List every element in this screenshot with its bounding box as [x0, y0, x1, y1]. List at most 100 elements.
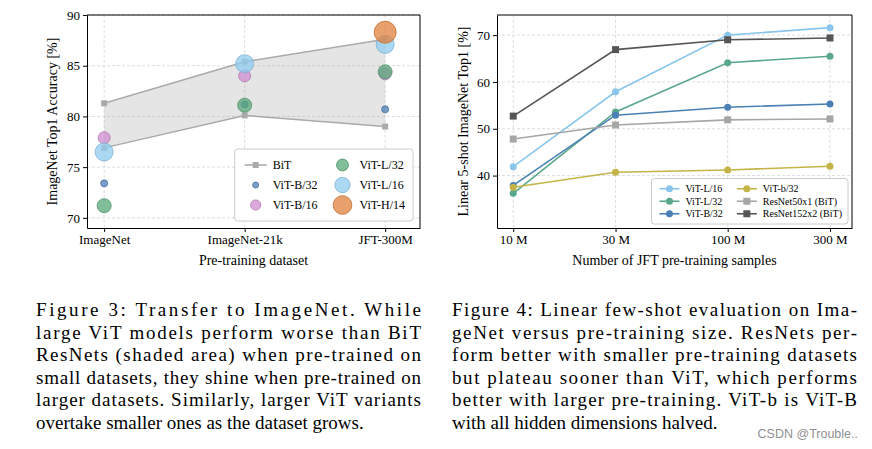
tick-mark: [493, 35, 497, 36]
tick-mark: [83, 167, 87, 168]
line: [513, 119, 830, 139]
grid-line: [497, 81, 852, 82]
point: [236, 55, 254, 73]
legend-entry: ViT-H/14: [333, 196, 405, 215]
legend-label: ViT-L/16: [685, 183, 722, 194]
caption-line: with all hidden dimensions halved.: [452, 412, 717, 433]
line-marker: [612, 88, 619, 95]
legend-box: [235, 149, 413, 221]
legend-entry: ViT-b/32: [737, 183, 799, 194]
tick: 300 M: [813, 228, 848, 247]
legend-entry: BiT: [245, 158, 292, 172]
tick: 90: [67, 8, 87, 23]
axis-line: [88, 228, 421, 229]
tick-mark: [83, 218, 87, 219]
tick-label: 30 M: [602, 232, 630, 247]
legend-box: [651, 179, 848, 225]
marks: [510, 24, 834, 197]
axis-line: [87, 16, 88, 229]
range-line: [104, 115, 385, 147]
range-marker: [382, 124, 388, 130]
tick-mark: [493, 129, 497, 130]
x-axis: ImageNet ImageNet-21k JFT-300M: [79, 228, 420, 247]
watermark: CSDN @Trouble..: [758, 427, 858, 441]
point: [238, 98, 252, 112]
legend-label: ViT-b/32: [763, 183, 799, 194]
grid-line: [497, 128, 852, 129]
tick: 10 M: [500, 228, 528, 247]
caption-line: small datasets, they shine when pre-trai…: [36, 367, 422, 388]
tick: JFT-300M: [358, 228, 413, 247]
line: [513, 56, 830, 193]
chart: 4050607010 M30 M100 M300 MNumber of JFT …: [456, 15, 853, 268]
legend-marker: [666, 210, 673, 217]
tick-label: ImageNet: [79, 232, 131, 247]
legend-label: ResNet50x1 (BiT): [763, 196, 837, 208]
legend-marker: [253, 162, 259, 168]
legend-label: ViT-H/14: [359, 198, 405, 212]
x-title: Number of JFT pre-training samples: [572, 253, 776, 268]
legend-label: ViT-L/32: [685, 196, 722, 207]
legend-marker: [335, 177, 350, 192]
legend-entry: ViT-B/32: [659, 208, 722, 219]
line-marker: [826, 100, 833, 107]
tick-label: 300 M: [813, 232, 848, 247]
tick-mark: [83, 116, 87, 117]
legend-marker: [743, 185, 750, 192]
line-marker: [826, 115, 833, 122]
tick-label: 80: [67, 109, 80, 124]
tick-label: 70: [67, 211, 80, 226]
range-area: [104, 39, 385, 148]
legend-entry: ResNet152x2 (BiT): [737, 208, 842, 220]
point: [378, 65, 392, 79]
tick-label: 50: [477, 121, 490, 136]
legend-marker: [666, 185, 673, 192]
tick: 80: [67, 109, 87, 124]
legend-marker: [333, 196, 352, 215]
tick: 70: [67, 211, 87, 226]
line: [513, 28, 830, 167]
tick-label: 10 M: [500, 232, 528, 247]
frame: [420, 15, 421, 228]
range-line: [104, 39, 385, 103]
tick-label: JFT-300M: [358, 232, 413, 247]
point: [374, 21, 396, 43]
caption-line: larger datasets. Similarly, larger ViT v…: [36, 389, 421, 410]
line-marker: [826, 53, 833, 60]
range-marker: [242, 112, 248, 118]
line-marker: [826, 163, 833, 170]
line-marker: [510, 113, 517, 120]
line: [513, 38, 830, 116]
y-axis: 7075808590: [67, 8, 88, 229]
caption-line: overtake smaller ones as the dataset gro…: [36, 412, 364, 433]
legend-entry: ViT-B/32: [253, 178, 318, 192]
tick-mark: [493, 82, 497, 83]
caption-line: better with larger pre-training. ViT-b i…: [452, 389, 857, 410]
grid-line: [497, 175, 852, 176]
tick: 70: [477, 28, 497, 43]
tick-label: ImageNet-21k: [208, 232, 284, 247]
legend-label: ResNet152x2 (BiT): [763, 208, 842, 220]
tick: 85: [67, 58, 87, 73]
axis-line: [497, 16, 498, 229]
line: [513, 104, 830, 185]
legend-marker: [666, 198, 673, 205]
legend-label: ViT-B/16: [273, 198, 318, 212]
tick-mark: [83, 66, 87, 67]
tick-label: 40: [477, 168, 490, 183]
tick: 30 M: [602, 228, 630, 247]
page: 7075808590ImageNetImageNet-21kJFT-300MPr…: [0, 0, 872, 449]
chart: 7075808590ImageNetImageNet-21kJFT-300MPr…: [45, 8, 421, 268]
legend-entry: ResNet50x1 (BiT): [737, 196, 837, 208]
line-marker: [612, 46, 619, 53]
point: [97, 199, 111, 213]
point: [382, 106, 389, 113]
y-title: Linear 5-shot ImageNet Top1 [%]: [456, 26, 471, 216]
caption-line: Figure 4: Linear few-shot evaluation on …: [452, 299, 857, 320]
tick: 40: [477, 168, 497, 183]
line-marker: [724, 59, 731, 66]
tick: ImageNet: [79, 228, 131, 247]
caption-line: geNet versus pre-training size. ResNets …: [452, 322, 857, 343]
x-title: Pre-training dataset: [199, 253, 308, 268]
frame: [87, 15, 420, 16]
